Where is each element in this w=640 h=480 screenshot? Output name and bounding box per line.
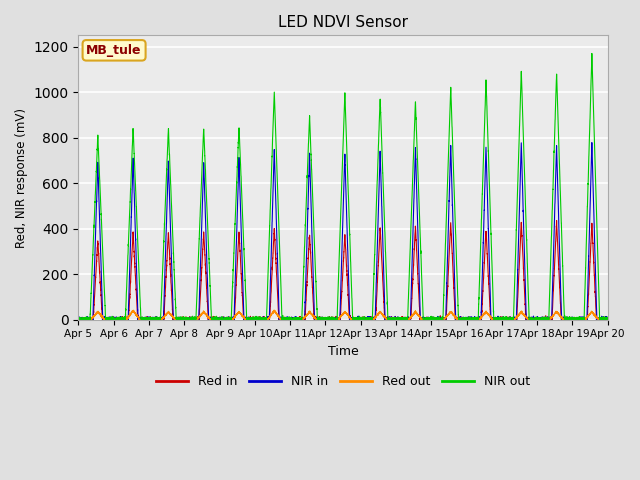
NIR out [75,316,83,322]
NIR in [416,302,424,308]
Red out [492,317,499,323]
Line: NIR in: NIR in [79,143,608,320]
Red in [553,217,561,223]
NIR out [492,317,499,323]
NIR out [273,156,280,162]
Line: Red in: Red in [79,220,608,320]
Red out [75,316,83,322]
NIR out [604,316,612,322]
Red in [75,317,83,323]
Red in [492,316,499,322]
Red out [602,317,610,323]
Red out [416,314,424,320]
Red in [602,317,610,323]
Red in [416,317,424,323]
NIR out [188,317,196,323]
Line: NIR out: NIR out [79,53,608,320]
NIR out [416,227,424,233]
Line: Red out: Red out [79,310,608,320]
Red out [270,307,278,313]
NIR in [75,317,83,323]
Red out [188,316,196,322]
Red in [188,317,196,323]
NIR out [602,316,610,322]
NIR in [602,315,610,321]
Y-axis label: Red, NIR response (mV): Red, NIR response (mV) [15,108,28,248]
NIR out [182,314,190,320]
Red out [273,312,280,317]
NIR out [588,50,596,56]
Red in [182,317,190,323]
Red in [75,316,83,322]
NIR in [75,314,83,320]
Red out [182,316,190,322]
Red out [75,317,83,323]
X-axis label: Time: Time [328,345,358,358]
Red in [273,272,280,278]
Text: MB_tule: MB_tule [86,44,142,57]
NIR out [76,317,83,323]
NIR in [188,316,196,322]
NIR in [273,228,280,233]
Red out [604,316,612,322]
NIR in [182,317,190,323]
NIR in [604,316,612,322]
Title: LED NDVI Sensor: LED NDVI Sensor [278,15,408,30]
NIR in [588,140,596,145]
Red in [604,316,612,322]
Legend: Red in, NIR in, Red out, NIR out: Red in, NIR in, Red out, NIR out [151,370,535,393]
NIR in [492,317,499,323]
